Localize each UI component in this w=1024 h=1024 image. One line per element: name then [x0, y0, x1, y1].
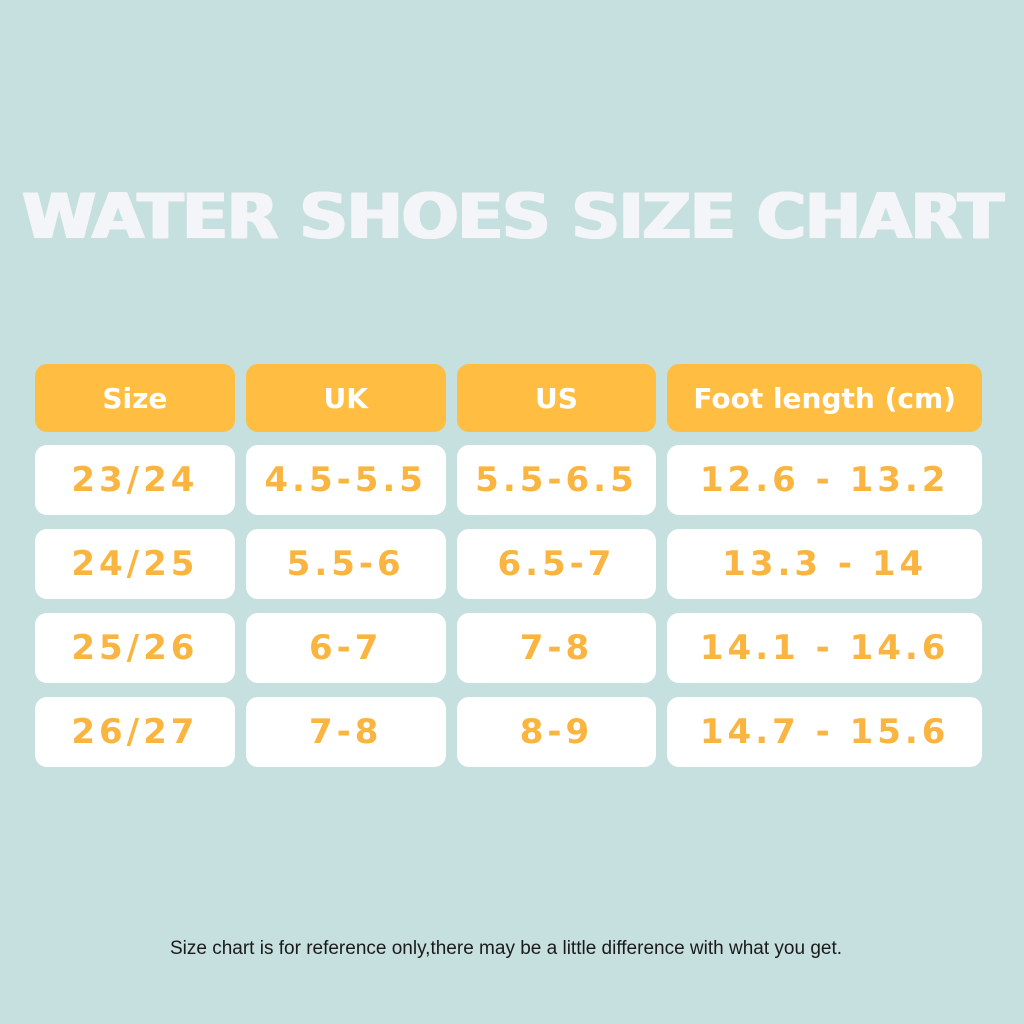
table-row: 24/25 5.5-6 6.5-7 13.3 - 14	[35, 529, 982, 599]
cell-us: 5.5-6.5	[456, 445, 657, 515]
cell-size: 24/25	[35, 529, 235, 599]
cell-foot-length: 14.1 - 14.6	[667, 613, 982, 683]
cell-us: 8-9	[456, 697, 657, 767]
cell-foot-length: 12.6 - 13.2	[667, 445, 982, 515]
disclaimer-footnote: Size chart is for reference only,there m…	[169, 938, 843, 959]
cell-uk: 5.5-6	[245, 529, 446, 599]
header-size: Size	[35, 364, 235, 432]
page-title: WATER SHOES SIZE CHART	[21, 180, 1004, 253]
cell-size: 23/24	[35, 445, 235, 515]
table-row: 25/26 6-7 7-8 14.1 - 14.6	[35, 613, 982, 683]
cell-us: 6.5-7	[456, 529, 657, 599]
table-row: 26/27 7-8 8-9 14.7 - 15.6	[35, 697, 982, 767]
table-row: 23/24 4.5-5.5 5.5-6.5 12.6 - 13.2	[35, 445, 982, 515]
header-foot-length: Foot length (cm)	[667, 364, 982, 432]
cell-uk: 4.5-5.5	[245, 445, 446, 515]
table-header-row: Size UK US Foot length (cm)	[35, 364, 982, 432]
cell-foot-length: 14.7 - 15.6	[667, 697, 982, 767]
cell-foot-length: 13.3 - 14	[667, 529, 982, 599]
cell-size: 25/26	[35, 613, 235, 683]
header-us: US	[456, 364, 657, 432]
cell-size: 26/27	[35, 697, 235, 767]
header-uk: UK	[245, 364, 446, 432]
size-chart-table: Size UK US Foot length (cm) 23/24 4.5-5.…	[35, 364, 982, 781]
cell-us: 7-8	[456, 613, 657, 683]
cell-uk: 7-8	[245, 697, 446, 767]
cell-uk: 6-7	[245, 613, 446, 683]
